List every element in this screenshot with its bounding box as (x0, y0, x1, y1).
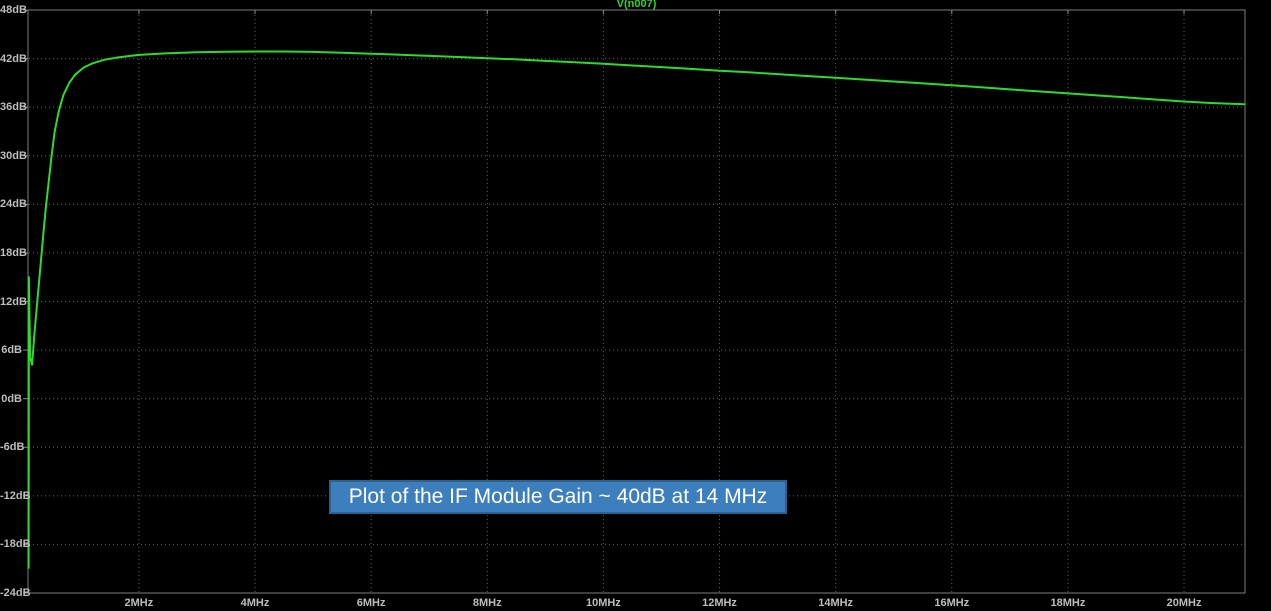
y-axis-label: 24dB (0, 198, 27, 211)
y-axis-label: 42dB (0, 52, 27, 65)
y-axis-label: 36dB (0, 101, 27, 114)
y-axis-label: 30dB (0, 149, 27, 162)
x-axis-label: 18MHz (1050, 597, 1086, 609)
trace-V(n007)[interactable] (27, 50, 1246, 569)
y-axis-label: -12dB (0, 489, 31, 502)
y-axis-label: 12dB (0, 295, 27, 308)
y-axis-label: -6dB (0, 441, 25, 454)
y-axis-label: -18dB (0, 538, 31, 551)
y-axis-label: -24dB (0, 587, 31, 599)
y-axis-label: 48dB (0, 4, 27, 16)
x-axis-label: 6MHz (356, 597, 386, 609)
x-axis-label: 14MHz (818, 597, 854, 609)
x-axis-label: 2MHz (124, 597, 154, 609)
y-axis-label: 6dB (1, 344, 22, 357)
x-axis-label: 8MHz (472, 597, 502, 609)
x-axis-label: 20MHz (1166, 597, 1202, 609)
x-axis-label: 12MHz (702, 597, 737, 609)
x-axis-label: 4MHz (240, 597, 270, 609)
caption-box: Plot of the IF Module Gain ~ 40dB at 14 … (329, 480, 787, 514)
x-axis-label: 16MHz (934, 597, 970, 609)
x-axis-label: 10MHz (585, 597, 621, 609)
y-axis-label: 0dB (1, 392, 22, 405)
trace-name-label[interactable]: V(n007) (616, 0, 657, 10)
y-axis-label: 18dB (0, 246, 27, 259)
